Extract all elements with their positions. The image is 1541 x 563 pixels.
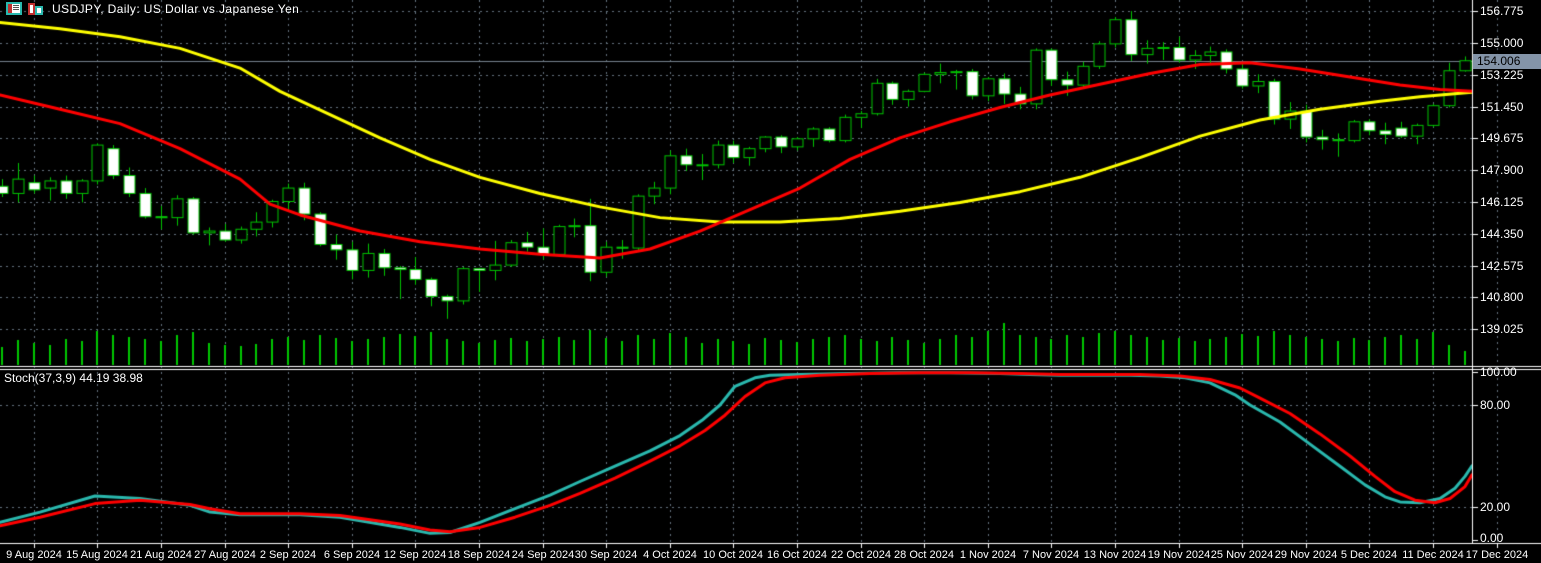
main-chart-canvas[interactable] xyxy=(0,0,1541,563)
chart-window: USDJPY, Daily: US Dollar vs Japanese Yen… xyxy=(0,0,1541,563)
